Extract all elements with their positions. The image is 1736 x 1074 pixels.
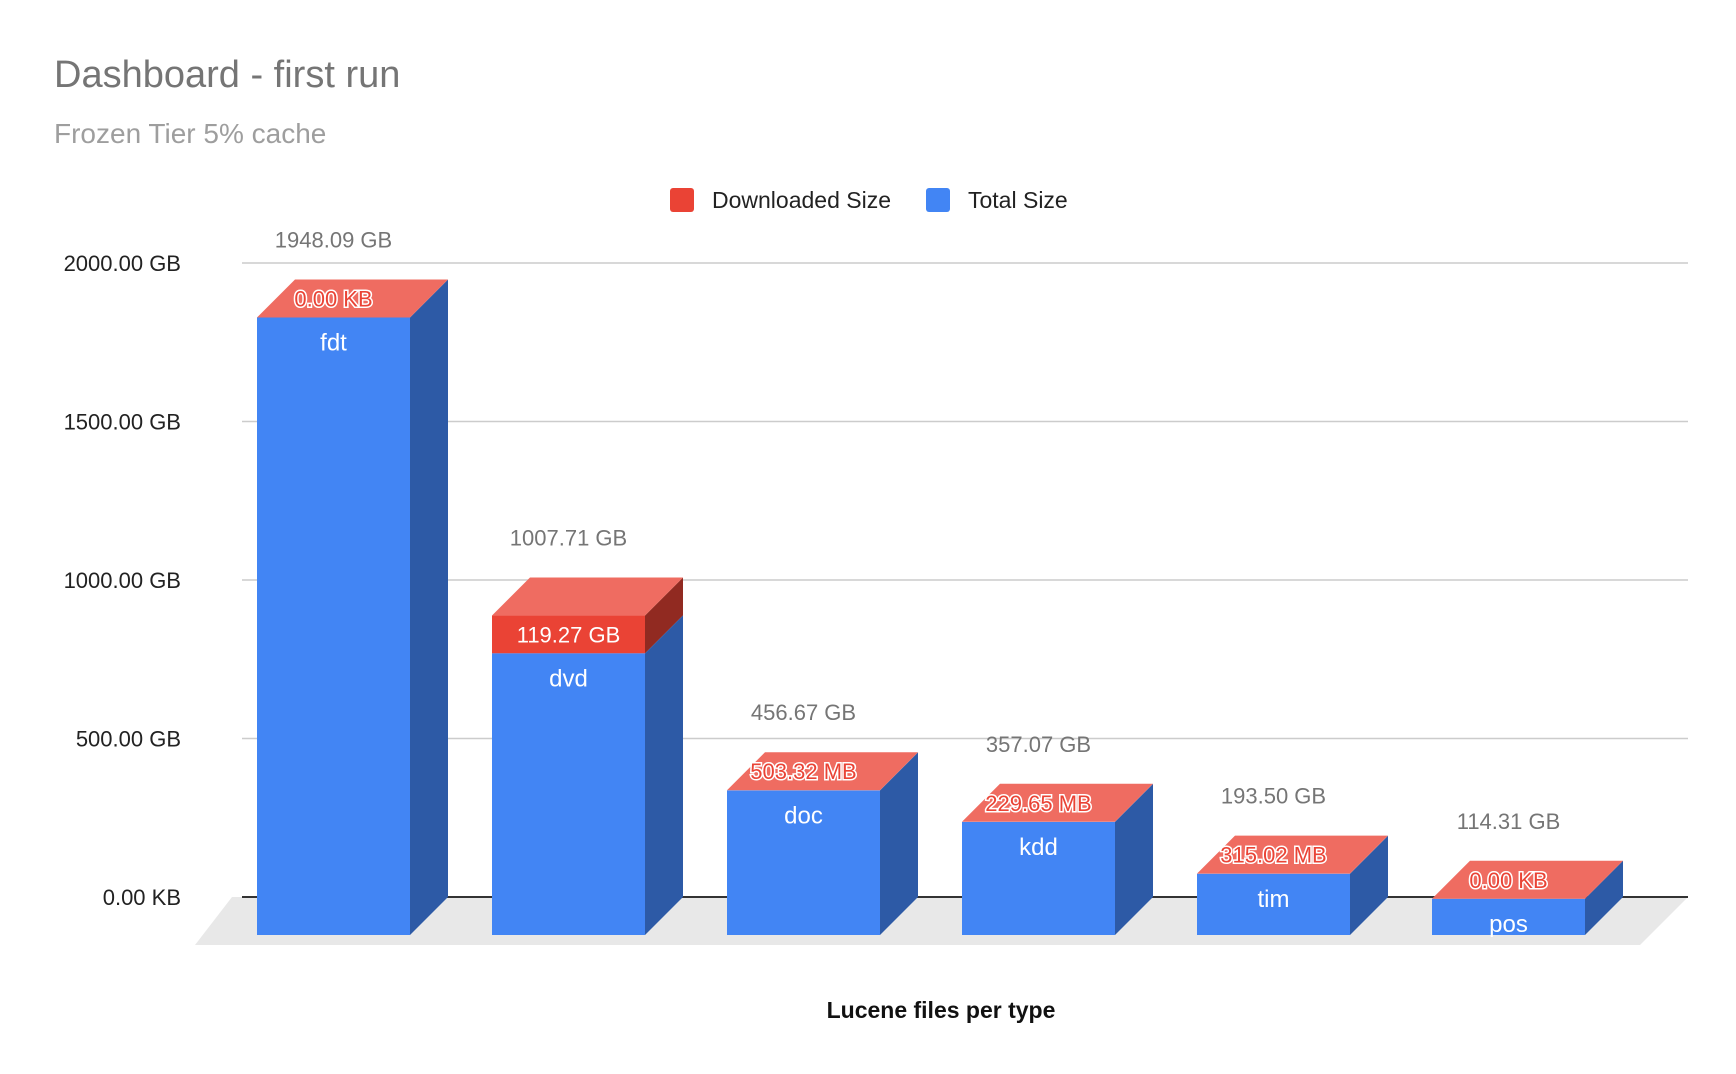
total-value-label: 193.50 GB — [1221, 784, 1326, 809]
total-value-label: 456.67 GB — [751, 700, 856, 725]
total-value-label: 1948.09 GB — [275, 227, 392, 252]
total-value-label: 357.07 GB — [986, 732, 1091, 757]
total-value-label: 114.31 GB — [1457, 809, 1561, 834]
bar-total-side — [880, 752, 918, 935]
bar-downloaded-side — [645, 577, 683, 654]
category-label: dvd — [549, 665, 588, 692]
bar-total-side — [645, 615, 683, 935]
bar-total-side — [1585, 860, 1623, 935]
downloaded-value-label: 0.00 KB — [294, 286, 372, 311]
total-value-label: 1007.71 GB — [510, 526, 627, 551]
y-tick-label: 2000.00 GB — [64, 251, 181, 276]
bar-top-face — [727, 752, 918, 791]
y-tick-label: 1000.00 GB — [64, 568, 181, 593]
bar-downloaded-front — [492, 615, 645, 654]
category-label: fdt — [320, 329, 347, 356]
downloaded-value-label: 503.32 MB — [750, 759, 856, 784]
category-label: doc — [784, 802, 823, 829]
legend-swatch — [926, 188, 950, 212]
legend-label: Total Size — [968, 187, 1068, 213]
bar-top-face — [492, 577, 683, 616]
chart-title: Dashboard - first run — [54, 54, 401, 96]
chart-subtitle: Frozen Tier 5% cache — [54, 118, 327, 149]
bar-total-side — [1350, 835, 1388, 935]
bar-total-side — [1115, 783, 1153, 935]
downloaded-value-label: 229.65 MB — [985, 791, 1091, 816]
bar-total-side — [410, 279, 448, 936]
category-label: kdd — [1019, 834, 1058, 861]
bar-total-front — [962, 821, 1115, 935]
category-label: pos — [1489, 911, 1528, 938]
x-axis-title: Lucene files per type — [827, 997, 1056, 1023]
downloaded-value-label: 315.02 MB — [1220, 843, 1326, 868]
downloaded-value-label: 119.27 GB — [517, 622, 621, 647]
downloaded-value-label: 0.00 KB — [1469, 868, 1547, 893]
bar-total-front — [727, 790, 880, 935]
bar-total-front — [1197, 873, 1350, 935]
bar-top-face — [1197, 835, 1388, 874]
bar-top-face — [257, 279, 448, 318]
legend-label: Downloaded Size — [712, 187, 891, 213]
bar-top-face — [1432, 860, 1623, 899]
y-tick-label: 500.00 GB — [76, 727, 181, 752]
bar-total-front — [1432, 898, 1585, 935]
legend-swatch — [670, 188, 694, 212]
bar-top-face — [962, 783, 1153, 822]
bar-total-front — [257, 317, 410, 936]
y-tick-label: 1500.00 GB — [64, 410, 181, 435]
bar-total-front — [492, 653, 645, 935]
category-label: tim — [1258, 886, 1290, 913]
y-tick-label: 0.00 KB — [103, 885, 181, 910]
